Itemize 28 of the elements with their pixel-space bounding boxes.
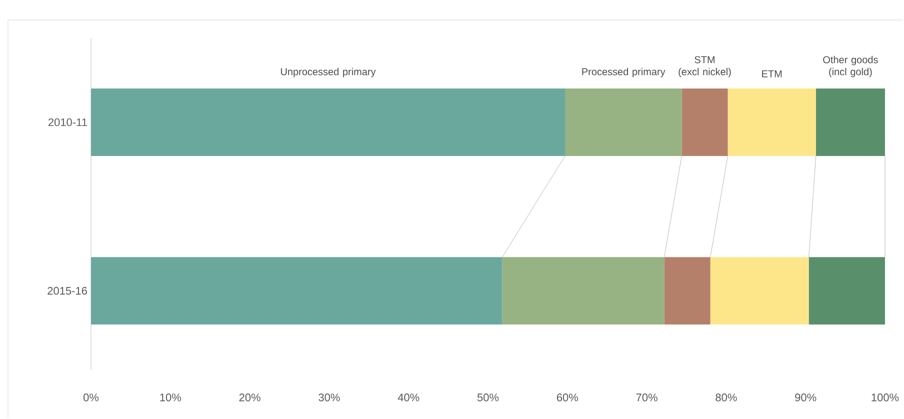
- series-label: ETM: [762, 70, 782, 78]
- bar: [728, 88, 816, 156]
- y-tick-label: 2010-11: [48, 118, 87, 126]
- x-tick-label: 80%: [716, 394, 737, 402]
- bar: [816, 88, 885, 156]
- x-tick-label: 0%: [83, 394, 99, 402]
- bar: [91, 257, 502, 324]
- series-label: Unprocessed primary: [280, 68, 376, 78]
- bar: [664, 257, 710, 324]
- series-label: STM (excl nickel): [678, 56, 731, 78]
- bar: [682, 88, 728, 156]
- x-tick-label: 10%: [160, 394, 182, 402]
- x-tick-label: 50%: [477, 394, 499, 402]
- x-tick-label: 70%: [636, 394, 658, 402]
- bar: [808, 257, 885, 324]
- bar: [502, 257, 664, 324]
- x-tick-label: 30%: [318, 394, 340, 402]
- series-label: Other goods (incl gold): [823, 56, 878, 78]
- bar: [710, 257, 809, 324]
- x-tick-label: 100%: [872, 394, 899, 402]
- x-tick-label: 20%: [239, 394, 260, 402]
- series-label: Processed primary: [582, 68, 666, 78]
- bar: [565, 88, 682, 156]
- x-tick-label: 60%: [556, 394, 578, 402]
- y-tick-label: 2015-16: [48, 286, 87, 295]
- x-tick-label: 90%: [795, 394, 816, 402]
- bar: [91, 88, 566, 156]
- x-tick-label: 40%: [398, 394, 420, 402]
